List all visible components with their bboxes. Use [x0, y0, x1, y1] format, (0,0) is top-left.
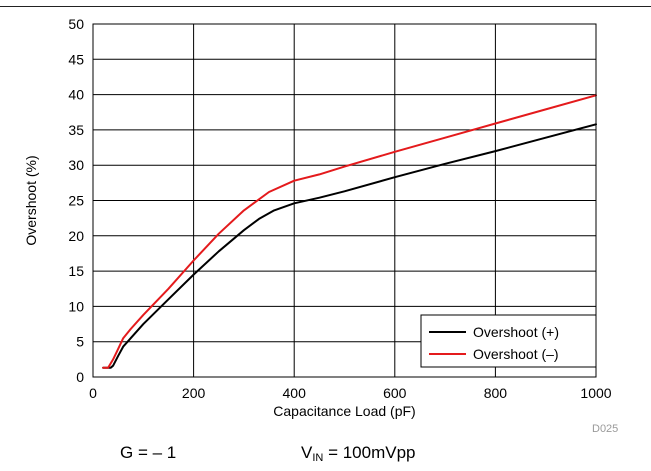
x-axis-label: Capacitance Load (pF) — [273, 403, 415, 419]
y-tick-label: 15 — [68, 263, 84, 279]
top-rule — [0, 6, 651, 7]
legend: Overshoot (+) Overshoot (–) — [420, 314, 597, 368]
tick-labels: 0 200 400 600 800 1000 0 5 10 15 20 25 30 35 40 45 50 — [68, 16, 611, 401]
vin-condition: VIN = 100mVpp — [301, 443, 416, 464]
x-tick-label: 0 — [89, 385, 97, 401]
x-tick-label: 600 — [383, 385, 407, 401]
y-axis-label: Overshoot (%) — [23, 155, 39, 245]
y-tick-label: 30 — [68, 157, 84, 173]
y-tick-label: 50 — [68, 16, 84, 32]
y-tick-label: 5 — [76, 334, 84, 350]
y-tick-label: 35 — [68, 122, 84, 138]
x-tick-label: 1000 — [580, 385, 611, 401]
vin-subscript: IN — [312, 452, 324, 464]
series-line-overshoot-plus — [102, 123, 597, 369]
vin-value: = 100mVpp — [323, 443, 416, 462]
legend-box — [420, 314, 597, 368]
x-tick-label: 800 — [484, 385, 508, 401]
vin-symbol: V — [301, 443, 313, 462]
legend-label-overshoot-plus: Overshoot (+) — [473, 324, 559, 340]
y-tick-label: 10 — [68, 298, 84, 314]
y-tick-label: 20 — [68, 228, 84, 244]
series-line-overshoot-minus — [102, 94, 597, 369]
legend-label-overshoot-minus: Overshoot (–) — [473, 346, 559, 362]
y-tick-label: 25 — [68, 193, 84, 209]
figure-code: D025 — [592, 423, 619, 435]
gain-condition: G = – 1 — [120, 443, 177, 462]
y-tick-label: 40 — [68, 87, 84, 103]
x-tick-label: 200 — [182, 385, 206, 401]
y-tick-label: 45 — [68, 51, 84, 67]
x-tick-label: 400 — [283, 385, 307, 401]
y-tick-label: 0 — [76, 369, 84, 385]
series-lines — [102, 94, 597, 369]
plot-frame — [92, 23, 597, 378]
